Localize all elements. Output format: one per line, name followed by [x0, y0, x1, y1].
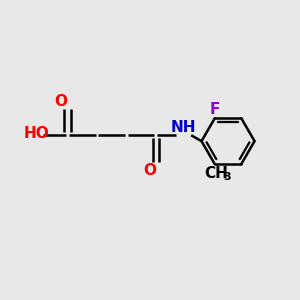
Text: NH: NH	[171, 120, 196, 135]
Text: O: O	[143, 163, 156, 178]
Text: HO: HO	[24, 126, 50, 141]
Text: CH: CH	[204, 166, 228, 181]
Text: O: O	[55, 94, 68, 109]
Text: F: F	[210, 103, 220, 118]
Text: 3: 3	[223, 172, 231, 182]
